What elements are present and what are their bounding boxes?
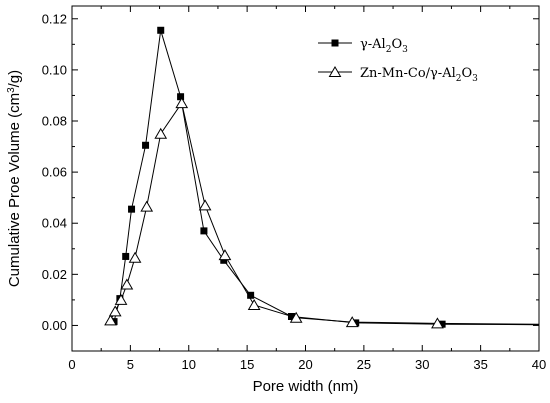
x-tick-label: 20 bbox=[298, 357, 312, 372]
legend-label-1-prefix: γ-Al bbox=[360, 37, 386, 52]
series-2-point bbox=[345, 316, 359, 328]
series-2-point bbox=[431, 317, 444, 329]
y-tick-label: 0.12 bbox=[42, 11, 67, 26]
legend-label-1-sub1: 2 bbox=[386, 45, 392, 55]
y-tick-label: 0.06 bbox=[42, 165, 67, 180]
y-tick-label: 0.00 bbox=[42, 318, 67, 333]
x-tick-label: 10 bbox=[182, 357, 196, 372]
series-1-point bbox=[142, 141, 150, 149]
x-tick-label: 40 bbox=[532, 357, 546, 372]
series-1-point bbox=[157, 26, 165, 34]
series-2-point bbox=[198, 199, 212, 211]
series-2-point bbox=[140, 200, 154, 212]
legend-entry-1: γ-Al2O3 bbox=[318, 37, 408, 55]
series-2-point bbox=[128, 251, 142, 263]
x-tick-label: 30 bbox=[415, 357, 429, 372]
series-1-point bbox=[200, 227, 208, 235]
legend-marker-1 bbox=[331, 39, 339, 47]
legend-label-1-mid: O bbox=[391, 37, 402, 52]
legend-label-2: Zn-Mn-Co/γ-Al2O3 bbox=[360, 66, 478, 84]
x-tick-label: 15 bbox=[240, 357, 254, 372]
y-axis-title-superscript: 3 bbox=[6, 87, 17, 93]
x-tick-label: 25 bbox=[357, 357, 371, 372]
legend-label-1: γ-Al2O3 bbox=[360, 37, 408, 55]
legend-marker-2 bbox=[328, 66, 342, 77]
y-axis-title: Cumulative Proe Volume (cm3/g) bbox=[6, 70, 24, 287]
series-2-point bbox=[175, 97, 189, 109]
plot-frame bbox=[71, 5, 540, 352]
series-1-point bbox=[122, 252, 130, 260]
series-2-point bbox=[108, 305, 122, 317]
series-1-point bbox=[128, 205, 136, 213]
legend: γ-Al2O3 Zn-Mn-Co/γ-Al2O3 bbox=[318, 37, 478, 84]
series-2-point bbox=[247, 299, 261, 310]
series-1-point bbox=[247, 291, 255, 299]
series-line-2 bbox=[110, 101, 540, 325]
legend-label-2-sub2: 3 bbox=[472, 74, 478, 84]
y-tick-label: 0.08 bbox=[42, 114, 67, 129]
axis-ticks bbox=[71, 6, 540, 351]
y-axis-title-main: Cumulative Proe Volume (cm bbox=[6, 93, 23, 287]
series-1-point bbox=[438, 320, 446, 328]
legend-label-2-mid: O bbox=[461, 66, 472, 81]
series-2-point bbox=[114, 293, 128, 305]
series-1-point bbox=[220, 256, 228, 264]
y-tick-label: 0.02 bbox=[42, 267, 67, 282]
x-tick-label: 0 bbox=[68, 357, 75, 372]
plot-markers bbox=[104, 26, 446, 329]
series-1-point bbox=[177, 93, 185, 101]
series-2-point bbox=[104, 314, 117, 326]
y-axis-title-tail: /g) bbox=[6, 70, 23, 88]
tick-labels: 0 5 10 15 20 25 30 35 40 0.00 0.02 0.04 0.06 0.08 0.10… bbox=[42, 11, 547, 372]
series-2-point bbox=[289, 311, 303, 323]
legend-entry-2: Zn-Mn-Co/γ-Al2O3 bbox=[318, 66, 478, 84]
series-2-point bbox=[120, 278, 134, 290]
series-2-point bbox=[154, 127, 168, 139]
series-2-point bbox=[218, 249, 232, 261]
legend-label-1-sub2: 3 bbox=[402, 45, 408, 55]
series-1-point bbox=[287, 313, 295, 320]
y-tick-label: 0.10 bbox=[42, 62, 67, 77]
legend-label-2-prefix: Zn-Mn-Co/γ-Al bbox=[360, 66, 456, 81]
x-tick-label: 5 bbox=[127, 357, 134, 372]
y-tick-label: 0.04 bbox=[42, 216, 67, 231]
x-axis-title: Pore width (nm) bbox=[253, 378, 359, 395]
legend-label-2-sub1: 2 bbox=[456, 74, 462, 84]
x-tick-label: 35 bbox=[473, 357, 487, 372]
